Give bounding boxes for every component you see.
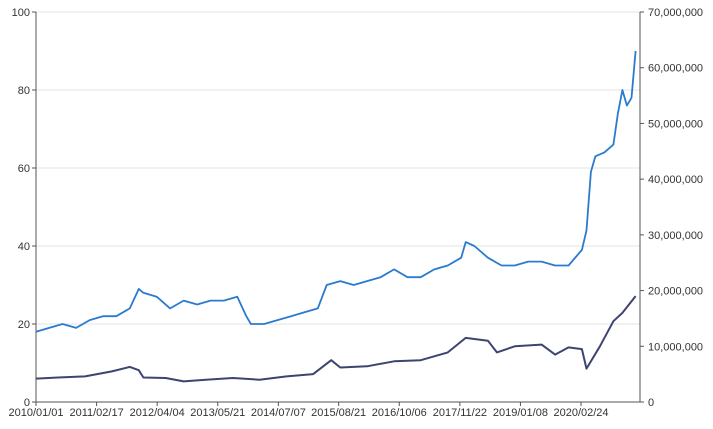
x-tick-label: 2012/04/04 — [130, 407, 185, 419]
right-tick-label: 10,000,000 — [648, 341, 703, 353]
right-tick-label: 50,000,000 — [648, 118, 703, 130]
x-tick-label: 2016/10/06 — [372, 407, 427, 419]
right-axis-tick-labels: 0 10,000,000 20,000,000 30,000,000 40,000,00… — [648, 7, 703, 409]
x-tick-label: 2014/07/07 — [251, 407, 306, 419]
right-tick-label: 0 — [648, 397, 654, 409]
right-axis-series-line — [35, 295, 637, 383]
left-axis-tick-labels: 0 20 40 60 80 100 — [12, 7, 30, 409]
x-tick-label: 2017/11/22 — [433, 407, 487, 419]
left-axis-series-line — [35, 50, 637, 333]
x-tick-label: 2019/01/08 — [493, 407, 548, 419]
x-tick-label: 2010/01/01 — [8, 407, 63, 419]
right-tick-label: 20,000,000 — [648, 286, 703, 298]
left-tick-label: 40 — [18, 241, 30, 253]
axes — [32, 11, 644, 406]
x-tick-label: 2015/08/21 — [311, 407, 366, 419]
x-tick-label: 2020/02/24 — [553, 407, 608, 419]
right-tick-label: 30,000,000 — [648, 230, 703, 242]
x-tick-label: 2013/05/21 — [190, 407, 245, 419]
x-axis-tick-labels: 2010/01/01 2011/02/17 2012/04/04 2013/05/21… — [8, 407, 608, 419]
right-tick-label: 60,000,000 — [648, 63, 703, 75]
left-tick-label: 20 — [18, 319, 30, 331]
right-tick-label: 40,000,000 — [648, 174, 703, 186]
left-tick-label: 0 — [24, 397, 30, 409]
left-tick-label: 60 — [18, 163, 30, 175]
left-tick-label: 100 — [12, 7, 30, 19]
series-lines — [35, 50, 637, 383]
gridlines — [36, 11, 640, 325]
right-tick-label: 70,000,000 — [648, 7, 703, 19]
left-tick-label: 80 — [18, 85, 30, 97]
x-tick-label: 2011/02/17 — [69, 407, 123, 419]
